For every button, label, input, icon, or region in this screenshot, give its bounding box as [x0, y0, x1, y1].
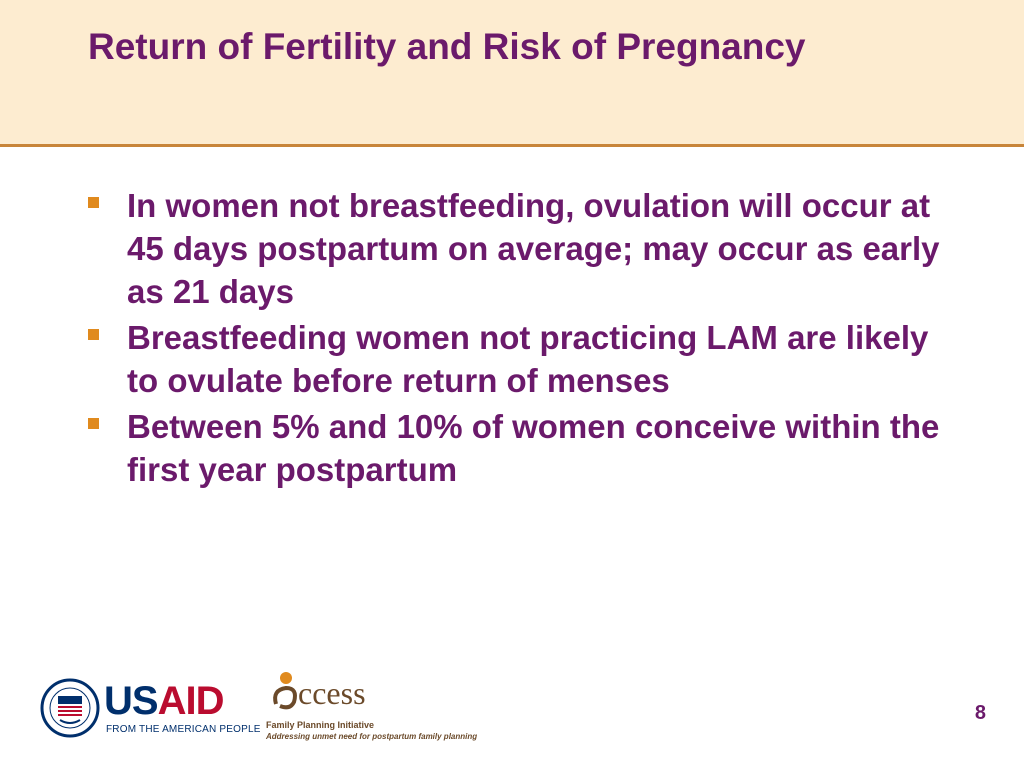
bullet-text: Breastfeeding women not practicing LAM a…: [127, 319, 929, 399]
usaid-logo-aid: AID: [157, 679, 225, 723]
bullet-text: Between 5% and 10% of women conceive wit…: [127, 408, 940, 488]
bullet-text: In women not breastfeeding, ovulation wi…: [127, 187, 940, 310]
square-bullet-icon: [88, 197, 99, 208]
bullet-item: In women not breastfeeding, ovulation wi…: [86, 184, 966, 313]
usaid-seal-icon: [40, 678, 100, 738]
access-tagline: Addressing unmet need for postpartum fam…: [266, 732, 478, 741]
bullet-item: Breastfeeding women not practicing LAM a…: [86, 316, 966, 402]
usaid-logo-us: US: [104, 679, 159, 723]
bullet-item: Between 5% and 10% of women conceive wit…: [86, 405, 966, 491]
access-logo: ccess: [273, 672, 366, 711]
svg-text:ccess: ccess: [298, 675, 366, 711]
usaid-tagline: FROM THE AMERICAN PEOPLE: [106, 724, 261, 735]
slide-title: Return of Fertility and Risk of Pregnanc…: [88, 26, 806, 67]
square-bullet-icon: [88, 329, 99, 340]
footer-logos: USAID FROM THE AMERICAN PEOPLE ccess Fam…: [36, 664, 478, 748]
bullet-list: In women not breastfeeding, ovulation wi…: [86, 184, 966, 494]
access-subtitle: Family Planning Initiative: [266, 720, 375, 730]
usaid-logo: USAID: [104, 679, 225, 723]
page-number: 8: [974, 702, 986, 724]
slide-header: Return of Fertility and Risk of Pregnanc…: [0, 0, 1024, 147]
square-bullet-icon: [88, 418, 99, 429]
